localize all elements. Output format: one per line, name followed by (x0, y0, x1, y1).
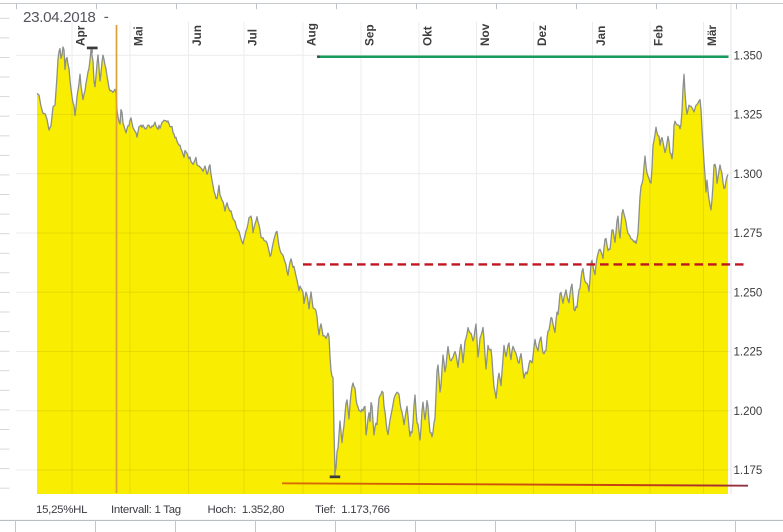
svg-text:1.250: 1.250 (734, 287, 763, 299)
svg-text:Tief: 1.173,766: Tief: 1.173,766 (315, 504, 390, 516)
svg-text:-: - (104, 8, 109, 25)
svg-text:1.275: 1.275 (734, 228, 763, 240)
svg-text:1.175: 1.175 (734, 465, 763, 477)
svg-text:1.300: 1.300 (734, 169, 763, 181)
svg-text:Aug: Aug (304, 23, 318, 46)
svg-text:Mai: Mai (131, 26, 145, 46)
svg-text:1.225: 1.225 (734, 347, 763, 359)
svg-text:Nov: Nov (478, 23, 492, 46)
svg-text:23.04.2018: 23.04.2018 (23, 9, 96, 26)
svg-text:Dez: Dez (535, 25, 549, 46)
svg-text:Feb: Feb (651, 25, 665, 46)
svg-text:Jul: Jul (245, 29, 259, 46)
svg-text:15,25%HL: 15,25%HL (36, 504, 87, 516)
svg-text:Mär: Mär (705, 25, 719, 46)
svg-text:Jan: Jan (594, 26, 608, 46)
svg-text:1.325: 1.325 (734, 110, 763, 122)
svg-text:1.200: 1.200 (734, 406, 763, 418)
svg-text:Intervall: 1 Tag: Intervall: 1 Tag (111, 504, 181, 516)
svg-text:Jun: Jun (190, 25, 204, 46)
svg-text:Hoch: 1.352,80: Hoch: 1.352,80 (208, 504, 285, 516)
svg-text:1.350: 1.350 (734, 50, 763, 62)
svg-text:Apr: Apr (73, 25, 87, 46)
svg-text:Okt: Okt (420, 26, 434, 46)
svg-text:Sep: Sep (362, 24, 376, 46)
